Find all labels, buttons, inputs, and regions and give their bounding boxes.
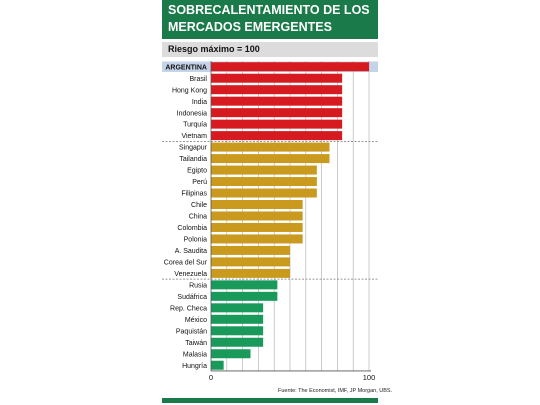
category-label: Perú	[192, 179, 207, 186]
category-label: Turquía	[183, 122, 207, 129]
bar	[211, 211, 303, 221]
bar	[211, 360, 224, 370]
category-label: Indonesia	[177, 110, 207, 117]
category-label: Paquistán	[176, 328, 207, 335]
source-note: Fuente: The Economist, IMF, JP Morgan, U…	[278, 388, 393, 394]
bar	[211, 188, 317, 198]
bar	[211, 257, 290, 267]
category-label: Taiwán	[185, 340, 207, 347]
bar	[211, 245, 290, 255]
bar	[211, 280, 278, 290]
category-label: Rusia	[189, 282, 207, 289]
bar	[211, 337, 264, 347]
category-label: Venezuela	[174, 271, 207, 278]
bar	[211, 119, 343, 129]
category-label: Sudáfrica	[177, 294, 207, 301]
bar	[211, 177, 317, 187]
bar	[211, 108, 343, 118]
category-label: Chile	[191, 202, 207, 209]
bar	[211, 234, 303, 244]
bar	[211, 200, 303, 209]
x-tick-label: 100	[363, 373, 376, 382]
bar	[211, 303, 264, 313]
category-label: ARGENTINA	[165, 64, 207, 71]
bar	[211, 165, 317, 175]
category-label: Polonia	[184, 237, 207, 244]
bar	[211, 131, 343, 141]
bottom-accent-bar	[162, 398, 378, 403]
category-label: Malasia	[183, 351, 207, 358]
chart-subtitle: Riesgo máximo = 100	[162, 42, 378, 57]
bar	[211, 142, 330, 152]
bar	[211, 73, 343, 83]
category-label: Corea del Sur	[164, 260, 208, 267]
bar	[211, 349, 251, 359]
chart-title-line-2: MERCADOS EMERGENTES	[168, 20, 332, 34]
category-label: Brasil	[189, 76, 207, 83]
category-label: China	[189, 214, 207, 221]
category-label: India	[192, 99, 207, 106]
category-label: Hungría	[182, 363, 207, 370]
bar	[211, 326, 264, 336]
category-label: México	[185, 317, 207, 324]
chart-title-line-1: SOBRECALENTAMIENTO DE LOS	[168, 3, 370, 17]
chart-title: SOBRECALENTAMIENTO DE LOS MERCADOS EMERG…	[162, 0, 378, 39]
bar	[211, 222, 303, 232]
category-label: Colombia	[177, 225, 207, 232]
bar	[211, 154, 330, 164]
category-label: Filipinas	[181, 191, 207, 198]
category-label: Egipto	[187, 168, 207, 175]
category-label: Rep. Checa	[170, 305, 207, 312]
category-label: Hong Kong	[172, 87, 207, 94]
category-label: A. Saudita	[175, 248, 207, 255]
category-label: Tailandia	[179, 156, 207, 163]
bar	[211, 268, 290, 278]
category-label: Singapur	[179, 145, 208, 152]
bar	[211, 96, 343, 106]
bar	[211, 85, 343, 95]
bar	[211, 62, 369, 72]
x-tick-label: 0	[209, 373, 213, 382]
category-label: Vietnam	[181, 133, 207, 140]
bar	[211, 291, 278, 301]
bar	[211, 314, 264, 324]
